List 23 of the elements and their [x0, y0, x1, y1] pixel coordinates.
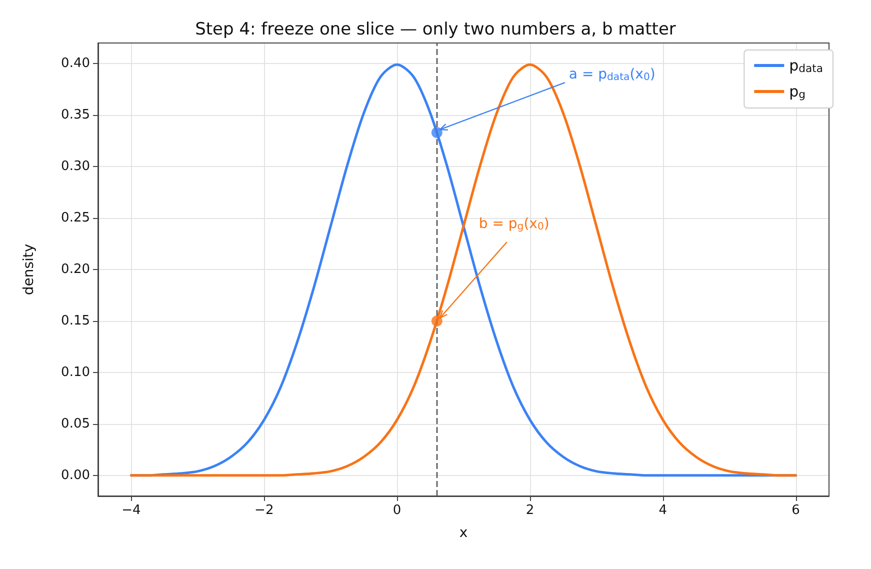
x-tick-label: 6	[792, 503, 800, 518]
annotation: b = pg(x0)	[478, 216, 550, 232]
y-tick-label: 0.35	[61, 108, 90, 123]
x-axis-title: x	[459, 525, 468, 541]
chart-title: Step 4: freeze one slice — only two numbers a, b matter	[195, 20, 676, 40]
legend-label: pg	[789, 82, 806, 101]
x-tick-label: 2	[526, 503, 534, 518]
y-tick-label: 0.05	[61, 416, 90, 432]
y-tick-label: 0.30	[61, 159, 90, 174]
line-series	[130, 63, 798, 477]
legend-label: pdata	[789, 56, 824, 75]
y-axis-title: density	[21, 244, 37, 296]
x-tick-label: −4	[122, 503, 141, 518]
y-tick-label: 0.25	[61, 210, 90, 226]
y-tick-label: 0.15	[61, 313, 90, 328]
annotation: a = pdata(x0)	[568, 66, 656, 84]
x-tick-label: 4	[658, 503, 668, 518]
x-tick-label: −2	[254, 503, 274, 518]
y-tick-label: 0.10	[61, 364, 90, 380]
y-tick-label: 0.40	[61, 56, 90, 72]
y-tick-label: 0.00	[61, 468, 90, 483]
x-tick-label: 0	[392, 503, 402, 518]
y-tick-label: 0.20	[61, 262, 90, 277]
